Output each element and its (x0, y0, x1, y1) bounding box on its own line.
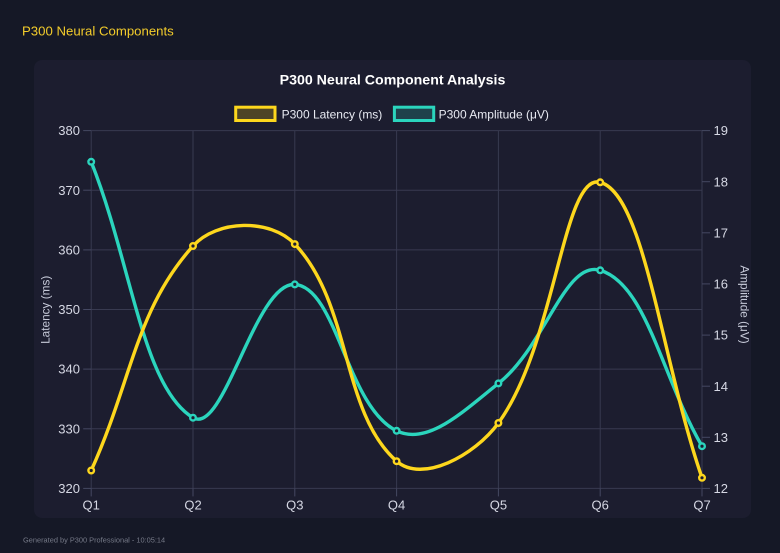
svg-text:370: 370 (58, 183, 80, 198)
svg-text:18: 18 (714, 174, 728, 189)
svg-text:340: 340 (58, 362, 80, 377)
svg-text:350: 350 (58, 302, 80, 317)
svg-text:17: 17 (714, 225, 728, 240)
svg-text:P300 Neural Components: P300 Neural Components (22, 23, 174, 38)
svg-text:Q4: Q4 (388, 497, 405, 512)
svg-text:P300 Neural Component Analysis: P300 Neural Component Analysis (280, 73, 506, 89)
svg-text:320: 320 (58, 481, 80, 496)
svg-text:Q7: Q7 (693, 497, 710, 512)
svg-text:12: 12 (714, 481, 728, 496)
svg-text:Q5: Q5 (490, 497, 507, 512)
svg-text:Q1: Q1 (83, 497, 100, 512)
svg-text:19: 19 (714, 123, 728, 138)
svg-text:Generated by P300 Professional: Generated by P300 Professional - 10:05:1… (23, 535, 165, 544)
svg-text:16: 16 (714, 277, 728, 292)
svg-text:P300 Latency (ms): P300 Latency (ms) (282, 108, 383, 122)
svg-text:Q3: Q3 (286, 497, 303, 512)
svg-text:Latency (ms): Latency (ms) (38, 276, 52, 344)
svg-text:13: 13 (714, 430, 728, 445)
svg-text:Q6: Q6 (592, 497, 609, 512)
svg-text:360: 360 (58, 243, 80, 258)
svg-text:330: 330 (58, 421, 80, 436)
svg-text:Amplitude (μV): Amplitude (μV) (738, 265, 752, 343)
svg-text:14: 14 (714, 379, 728, 394)
svg-text:P300 Amplitude (μV): P300 Amplitude (μV) (439, 108, 549, 122)
svg-text:15: 15 (714, 328, 728, 343)
svg-text:Q2: Q2 (184, 497, 201, 512)
svg-text:380: 380 (58, 123, 80, 138)
